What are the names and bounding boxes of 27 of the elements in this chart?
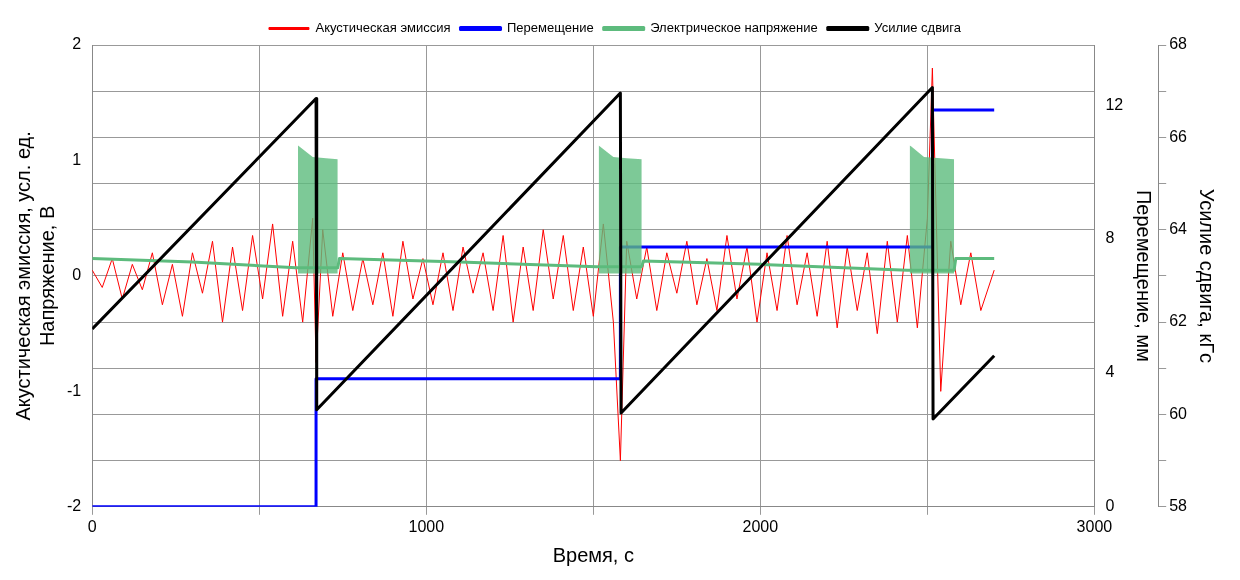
y3-tick-label: 68 — [1169, 35, 1188, 53]
y2-tick-label: 4 — [1105, 363, 1115, 381]
x-axis-title: Время, с — [552, 543, 634, 566]
y2-tick-label: 12 — [1105, 95, 1124, 113]
y-tick-label: 1 — [72, 150, 82, 168]
y3-tick-label: 66 — [1169, 127, 1188, 145]
legend-label: Электрическое напряжение — [650, 20, 818, 36]
legend-label: Акустическая эмиссия — [315, 20, 451, 36]
y2-tick-label: 8 — [1105, 229, 1115, 247]
y3-axis-title: Усилие сдвига, кГс — [1196, 188, 1219, 363]
y3-tick-label: 60 — [1169, 404, 1188, 422]
y2-tick-label: 0 — [1105, 497, 1115, 515]
legend-label: Усилие сдвига — [874, 20, 962, 36]
y2-axis-title: Перемещение, мм — [1132, 189, 1155, 362]
x-tick-label: 1000 — [408, 517, 445, 535]
x-tick-label: 3000 — [1076, 517, 1113, 535]
y-tick-label: 2 — [72, 35, 82, 53]
y3-tick-label: 58 — [1169, 497, 1188, 515]
y-tick-label: -2 — [66, 497, 82, 515]
y3-tick-label: 62 — [1169, 312, 1188, 330]
y-axis-title: Акустическая эмиссия, усл. ед. Напряжение, В — [11, 131, 58, 421]
y-tick-label: -1 — [66, 381, 82, 399]
legend-label: Перемещение — [507, 20, 594, 36]
x-tick-label: 2000 — [742, 517, 779, 535]
x-tick-label: 0 — [87, 517, 97, 535]
y-tick-label: 0 — [72, 266, 82, 284]
y3-tick-label: 64 — [1169, 220, 1188, 238]
